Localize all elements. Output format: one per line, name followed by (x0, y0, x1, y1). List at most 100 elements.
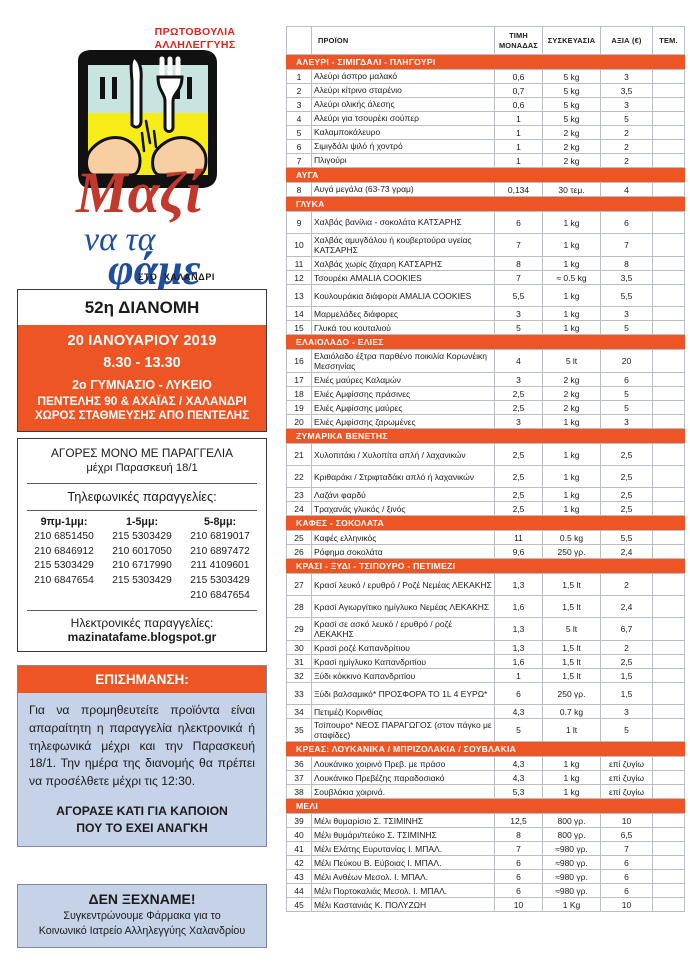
row-packaging: 1 Kg (542, 897, 601, 913)
row-packaging: 2 kg (542, 386, 601, 402)
phone-number[interactable]: 215 5303429 (190, 575, 250, 587)
row-quantity-input[interactable] (652, 883, 685, 899)
phone-number[interactable]: 210 6847654 (34, 575, 94, 587)
phone-number[interactable]: 215 5303429 (34, 560, 94, 572)
row-quantity-input[interactable] (652, 869, 685, 885)
phone-number[interactable]: 215 5303429 (112, 530, 172, 542)
blog-url-link[interactable]: mazinatafame.blogspot.gr (67, 629, 217, 644)
organization-logo: ΠΡΩΤΟΒΟΥΛΙΑ ΑΛΛΗΛΕΓΓΥΗΣ Μαζί (0, 0, 283, 292)
row-unit-price: 2,5 (494, 400, 543, 416)
row-quantity-input[interactable] (652, 487, 685, 503)
row-product-name: Ξύδι κόκκινο Καπανδριτίου (311, 668, 495, 684)
row-value: 20 (600, 349, 653, 374)
row-quantity-input[interactable] (652, 153, 685, 168)
row-quantity-input[interactable] (652, 770, 685, 786)
row-value: 3,5 (600, 83, 653, 98)
row-quantity-input[interactable] (652, 640, 685, 656)
row-quantity-input[interactable] (652, 349, 685, 374)
row-quantity-input[interactable] (652, 97, 685, 112)
distribution-place: 2ο ΓΥΜΝΑΣΙΟ - ΛΥΚΕΙΟ (72, 378, 212, 392)
row-quantity-input[interactable] (652, 855, 685, 871)
row-quantity-input[interactable] (652, 443, 685, 467)
section-label: ΜΕΛΙ (286, 798, 685, 815)
row-quantity-input[interactable] (652, 897, 685, 913)
row-quantity-input[interactable] (652, 320, 685, 336)
row-packaging: 250 γρ. (542, 682, 601, 706)
row-value: 2,5 (600, 487, 653, 503)
row-quantity-input[interactable] (652, 83, 685, 98)
row-quantity-input[interactable] (652, 139, 685, 154)
row-value: 5,5 (600, 284, 653, 308)
row-product-name: Αλεύρι κίτρινο σταρένιο (311, 83, 495, 98)
phone-number[interactable]: 210 6897472 (190, 545, 250, 557)
row-quantity-input[interactable] (652, 414, 685, 430)
row-product-name: Ελιές Αμφίσσης ζαρωμένες (311, 414, 495, 430)
row-quantity-input[interactable] (652, 465, 685, 489)
row-unit-price: 6 (494, 869, 543, 885)
row-quantity-input[interactable] (652, 704, 685, 720)
row-unit-price: 4,3 (494, 770, 543, 786)
reminder-line-1: Συγκεντρώνουμε Φάρμακα για το (63, 910, 221, 922)
phone-number[interactable]: 215 5303429 (112, 575, 172, 587)
phone-number[interactable]: 210 6717990 (112, 560, 172, 572)
row-quantity-input[interactable] (652, 784, 685, 800)
row-quantity-input[interactable] (652, 270, 685, 286)
table-row: 3 Αλεύρι ολικής άλεσης 0,6 5 kg 3 (286, 97, 685, 112)
phone-column-morning: 9πμ-1μμ: 210 6851450 210 6846912 215 530… (25, 516, 103, 604)
row-quantity-input[interactable] (652, 69, 685, 84)
row-quantity-input[interactable] (652, 718, 685, 743)
row-quantity-input[interactable] (652, 595, 685, 619)
row-quantity-input[interactable] (652, 111, 685, 126)
row-quantity-input[interactable] (652, 211, 685, 234)
row-number: 28 (286, 595, 312, 619)
table-row: 19 Ελιές Αμφίσσης μαύρες 2,5 2 kg 5 (286, 400, 685, 416)
row-quantity-input[interactable] (652, 668, 685, 684)
table-row: 27 Κρασί λευκό / ερυθρό / Ροζέ Νεμέας ΛΕΚ… (286, 573, 685, 597)
row-quantity-input[interactable] (652, 756, 685, 772)
row-quantity-input[interactable] (652, 544, 685, 560)
row-quantity-input[interactable] (652, 386, 685, 402)
row-quantity-input[interactable] (652, 232, 685, 258)
row-quantity-input[interactable] (652, 530, 685, 546)
row-quantity-input[interactable] (652, 125, 685, 140)
phone-number[interactable]: 210 6851450 (34, 530, 94, 542)
row-packaging: 5 kg (542, 69, 601, 84)
row-quantity-input[interactable] (652, 573, 685, 597)
table-row: 32 Ξύδι κόκκινο Καπανδριτίου 1 1,5 lt 1,5 (286, 668, 685, 684)
row-packaging: 1,5 lt (542, 640, 601, 656)
row-value: 6 (600, 372, 653, 388)
row-packaging: 0.5 kg (542, 530, 601, 546)
row-packaging: 1 kg (542, 487, 601, 503)
phone-hours-label: 5-8μμ: (203, 515, 237, 528)
row-quantity-input[interactable] (652, 400, 685, 416)
row-quantity-input[interactable] (652, 682, 685, 706)
logo-initiative-line-1: ΠΡΩΤΟΒΟΥΛΙΑ (154, 26, 236, 38)
row-quantity-input[interactable] (652, 813, 685, 829)
row-quantity-input[interactable] (652, 182, 685, 197)
phone-number[interactable]: 210 6017050 (112, 545, 172, 557)
phone-number[interactable]: 210 6847654 (190, 589, 250, 601)
row-quantity-input[interactable] (652, 501, 685, 517)
row-quantity-input[interactable] (652, 841, 685, 857)
row-unit-price: 4,3 (494, 704, 543, 720)
row-product-name: Καλαμποκάλευρο (311, 125, 495, 140)
row-quantity-input[interactable] (652, 284, 685, 308)
table-row: 34 Πετιμέζι Κορινθίας 4,3 0.7 kg 3 (286, 704, 685, 720)
logo-script-natα: να τα (84, 221, 157, 258)
row-unit-price: 1 (494, 139, 543, 154)
row-quantity-input[interactable] (652, 256, 685, 272)
phone-number[interactable]: 210 6819017 (190, 530, 250, 542)
section-label: ΚΡΑΣΙ - ΞΥΔΙ - ΤΣΙΠΟΥΡΟ - ΠΕΤΙΜΕΖΙ (286, 558, 685, 575)
phone-number[interactable]: 211 4109601 (190, 560, 250, 572)
row-number: 38 (286, 784, 312, 800)
row-packaging: 1 kg (542, 320, 601, 336)
row-quantity-input[interactable] (652, 827, 685, 843)
row-quantity-input[interactable] (652, 372, 685, 388)
phone-number[interactable]: 210 6846912 (34, 545, 94, 557)
row-quantity-input[interactable] (652, 617, 685, 642)
row-value: 2 (600, 573, 653, 597)
row-quantity-input[interactable] (652, 306, 685, 322)
distribution-parking: ΧΩΡΟΣ ΣΤΑΘΜΕΥΣΗΣ ΑΠΟ ΠΕΝΤΕΛΗΣ (34, 410, 249, 422)
table-section-header: ΚΡΕΑΣ: ΛΟΥΚΑΝΙΚΑ / ΜΠΡΙΖΟΛΑΚΙΑ / ΣΟΥΒΛΑΚ… (286, 741, 685, 758)
row-quantity-input[interactable] (652, 654, 685, 670)
